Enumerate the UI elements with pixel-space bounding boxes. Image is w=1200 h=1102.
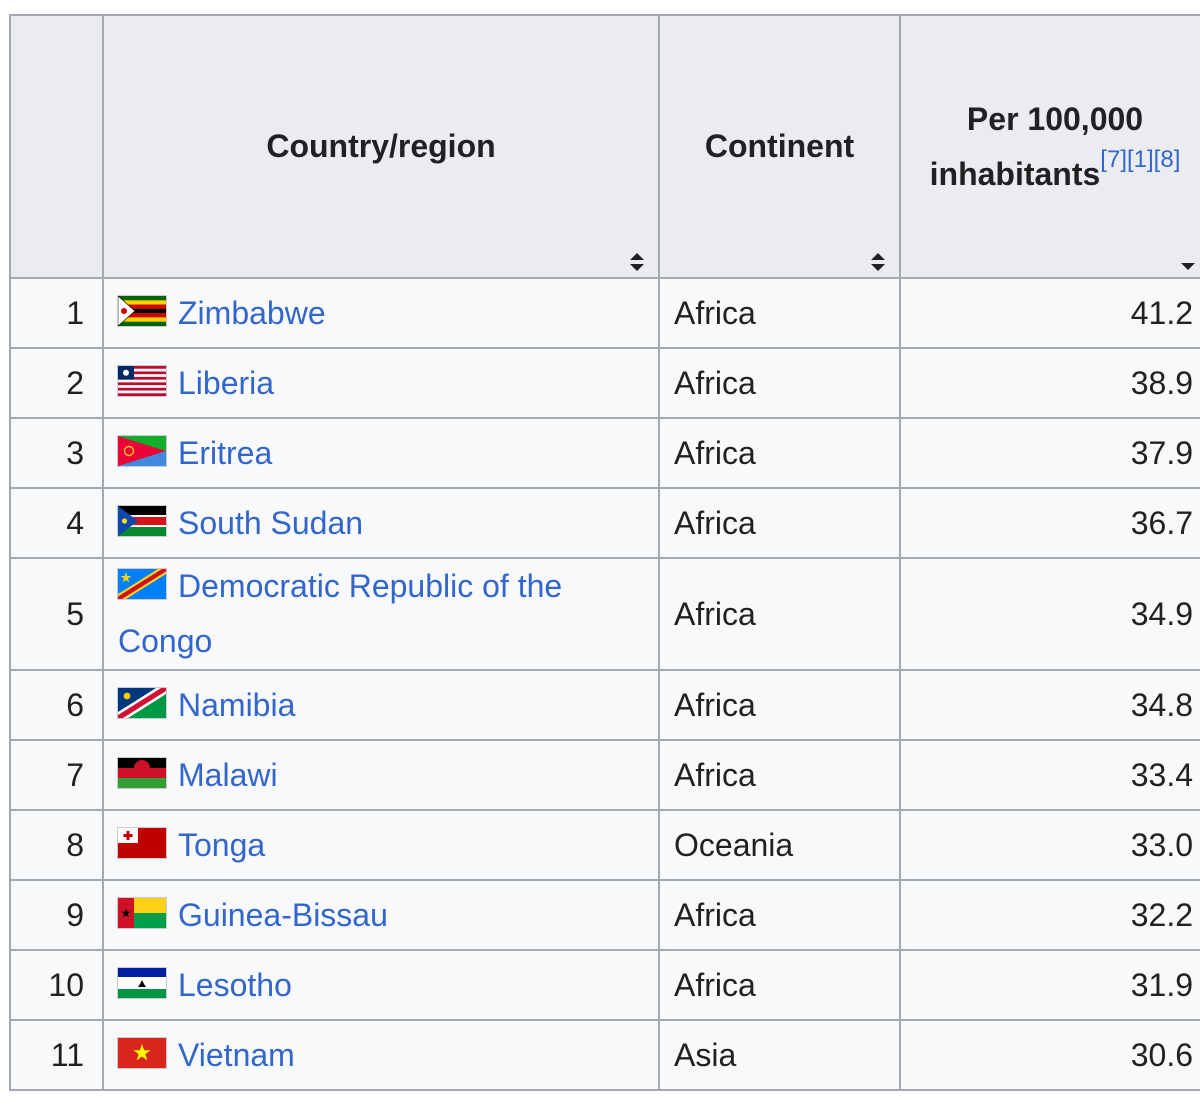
table-row: 7 Malawi Africa 33.4: [9, 739, 1200, 811]
country-link[interactable]: Namibia: [178, 686, 296, 723]
rate-cell: 34.9: [899, 557, 1200, 671]
country-link[interactable]: Guinea-Bissau: [178, 896, 388, 933]
rank-cell: 2: [9, 347, 104, 419]
countries-rate-table: Country/region Continent Per 100,000 inh…: [9, 14, 1200, 1091]
header-continent[interactable]: Continent: [658, 14, 901, 279]
continent-cell: Africa: [658, 557, 901, 671]
continent-cell: Africa: [658, 669, 901, 741]
rate-cell: 33.0: [899, 809, 1200, 881]
country-link[interactable]: Eritrea: [178, 434, 273, 471]
header-rate[interactable]: Per 100,000 inhabitants[7][1][8]: [899, 14, 1200, 279]
country-cell: Guinea-Bissau: [102, 879, 660, 951]
malawi-flag-icon[interactable]: [118, 757, 166, 788]
header-country-label: Country/region: [266, 128, 496, 164]
country-cell: Lesotho: [102, 949, 660, 1021]
table-container: Country/region Continent Per 100,000 inh…: [9, 14, 1200, 1091]
guinea-bissau-flag-icon[interactable]: [118, 897, 166, 928]
country-link[interactable]: Liberia: [178, 364, 275, 401]
rate-cell: 36.7: [899, 487, 1200, 559]
rank-cell: 10: [9, 949, 104, 1021]
table-row: 4 South Sudan Africa 36.7: [9, 487, 1200, 559]
continent-cell: Africa: [658, 277, 901, 349]
south-sudan-flag-icon[interactable]: [118, 505, 166, 536]
header-rate-label: Per 100,000 inhabitants: [929, 100, 1144, 192]
table-row: 9 Guinea-Bissau Africa 32.2: [9, 879, 1200, 951]
reference-link[interactable]: [1]: [1126, 145, 1154, 173]
rank-cell: 4: [9, 487, 104, 559]
rank-cell: 6: [9, 669, 104, 741]
header-continent-label: Continent: [704, 128, 855, 164]
country-cell: Eritrea: [102, 417, 660, 489]
country-link[interactable]: South Sudan: [178, 504, 364, 541]
rate-cell: 30.6: [899, 1019, 1200, 1091]
header-rate-label-wrap: Per 100,000 inhabitants[7][1][8]: [915, 92, 1195, 202]
country-link[interactable]: Tonga: [178, 826, 266, 863]
continent-cell: Africa: [658, 347, 901, 419]
country-cell: Namibia: [102, 669, 660, 741]
table-row: 8 Tonga Oceania 33.0: [9, 809, 1200, 881]
table-header-row: Country/region Continent Per 100,000 inh…: [9, 14, 1200, 279]
rate-cell: 34.8: [899, 669, 1200, 741]
zimbabwe-flag-icon[interactable]: [118, 295, 166, 326]
rate-cell: 37.9: [899, 417, 1200, 489]
vietnam-flag-icon[interactable]: [118, 1037, 166, 1068]
country-cell: Liberia: [102, 347, 660, 419]
header-rank: [9, 14, 104, 279]
continent-cell: Africa: [658, 949, 901, 1021]
country-cell: Zimbabwe: [102, 277, 660, 349]
rank-cell: 7: [9, 739, 104, 811]
table-row: 10 Lesotho Africa 31.9: [9, 949, 1200, 1021]
country-cell: Vietnam: [102, 1019, 660, 1091]
dr-congo-flag-icon[interactable]: [118, 569, 166, 599]
country-link[interactable]: Vietnam: [178, 1036, 295, 1073]
rank-cell: 3: [9, 417, 104, 489]
continent-cell: Oceania: [658, 809, 901, 881]
continent-cell: Africa: [658, 879, 901, 951]
country-link[interactable]: Lesotho: [178, 966, 292, 1003]
country-link[interactable]: Zimbabwe: [178, 294, 326, 331]
sort-both-icon[interactable]: [869, 251, 887, 273]
continent-cell: Africa: [658, 739, 901, 811]
rate-cell: 38.9: [899, 347, 1200, 419]
rate-cell: 32.2: [899, 879, 1200, 951]
continent-cell: Africa: [658, 417, 901, 489]
table-row: 1 Zimbabwe Africa 41.2: [9, 277, 1200, 349]
rate-cell: 31.9: [899, 949, 1200, 1021]
liberia-flag-icon[interactable]: [118, 365, 166, 396]
rank-cell: 8: [9, 809, 104, 881]
eritrea-flag-icon[interactable]: [118, 435, 166, 466]
reference-link[interactable]: [8]: [1153, 145, 1181, 173]
table-row: 11 Vietnam Asia 30.6: [9, 1019, 1200, 1091]
lesotho-flag-icon[interactable]: [118, 967, 166, 998]
table-row: 3 Eritrea Africa 37.9: [9, 417, 1200, 489]
table-row: 6 Namibia Africa 34.8: [9, 669, 1200, 741]
rank-cell: 11: [9, 1019, 104, 1091]
reference-link[interactable]: [7]: [1100, 145, 1127, 173]
country-cell: Malawi: [102, 739, 660, 811]
continent-cell: Asia: [658, 1019, 901, 1091]
country-cell: Tonga: [102, 809, 660, 881]
country-cell: South Sudan: [102, 487, 660, 559]
header-country[interactable]: Country/region: [102, 14, 660, 279]
table-row: 2 Liberia Africa 38.9: [9, 347, 1200, 419]
country-link[interactable]: Malawi: [178, 756, 278, 793]
country-cell: Democratic Republic of the Congo: [102, 557, 660, 671]
rank-cell: 9: [9, 879, 104, 951]
country-link[interactable]: Democratic Republic of the Congo: [118, 568, 563, 659]
rate-cell: 33.4: [899, 739, 1200, 811]
continent-cell: Africa: [658, 487, 901, 559]
rate-cell: 41.2: [899, 277, 1200, 349]
sort-descending-icon[interactable]: [1179, 251, 1197, 273]
table-row: 5 Democratic Republic of the Congo Afric…: [9, 557, 1200, 671]
tonga-flag-icon[interactable]: [118, 827, 166, 858]
namibia-flag-icon[interactable]: [118, 687, 166, 718]
rank-cell: 5: [9, 557, 104, 671]
rank-cell: 1: [9, 277, 104, 349]
sort-both-icon[interactable]: [628, 251, 646, 273]
